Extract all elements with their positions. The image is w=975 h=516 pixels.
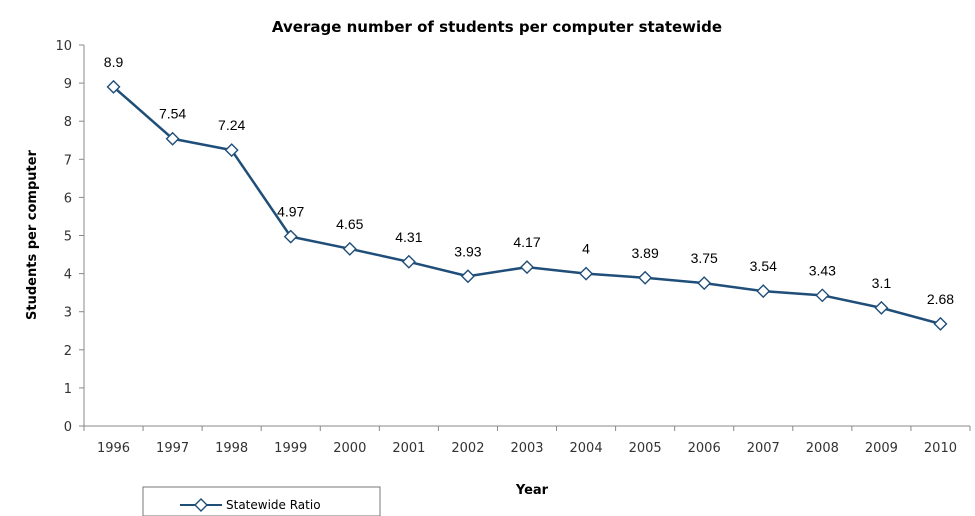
x-ticks: 1996 1997 1998 1999 2000 2001 2002 2003 2004 2005… — [83, 426, 971, 456]
y-tick-label: 9 — [64, 77, 72, 92]
y-tick-label: 7 — [64, 153, 72, 168]
data-label: 4.97 — [277, 204, 304, 220]
data-point — [460, 269, 475, 284]
y-tick-label: 2 — [64, 344, 72, 359]
data-point — [106, 79, 121, 94]
x-tick-label: 2008 — [806, 441, 839, 456]
data-label: 3.43 — [809, 262, 836, 278]
y-tick-label: 3 — [64, 306, 72, 321]
data-label: 7.54 — [159, 106, 186, 122]
data-label: 3.75 — [691, 250, 718, 266]
x-tick-label: 1999 — [274, 441, 307, 456]
y-tick-label: 1 — [64, 382, 72, 397]
x-tick-label: 2007 — [747, 441, 780, 456]
y-tick-label: 10 — [55, 39, 72, 54]
data-point — [579, 266, 594, 281]
x-tick-label: 2000 — [333, 441, 366, 456]
y-ticks: 0 1 2 3 4 5 6 7 8 9 10 — [55, 39, 84, 435]
data-point — [815, 288, 830, 303]
data-label: 8.9 — [104, 54, 124, 70]
data-point — [933, 316, 948, 331]
x-tick-label: 1996 — [97, 441, 130, 456]
data-label: 4.65 — [336, 216, 363, 232]
x-tick-label: 2003 — [510, 441, 543, 456]
data-label: 3.54 — [750, 258, 777, 274]
x-tick-label: 1998 — [215, 441, 248, 456]
data-point — [342, 241, 357, 256]
data-point — [283, 229, 298, 244]
series-statewide-ratio — [106, 79, 948, 331]
data-label: 4.31 — [395, 229, 422, 245]
data-point — [638, 270, 653, 285]
data-label: 2.68 — [927, 291, 954, 307]
y-axis-title: Students per computer — [25, 149, 40, 320]
x-axis-title: Year — [515, 483, 549, 498]
x-tick-label: 2004 — [570, 441, 603, 456]
data-labels: 8.9 7.54 7.24 4.97 4.65 4.31 3.93 4.17 4 3.89 3.75… — [104, 54, 955, 307]
legend-marker-icon — [194, 498, 208, 512]
legend-label: Statewide Ratio — [226, 498, 321, 512]
x-tick-label: 2005 — [629, 441, 662, 456]
y-tick-label: 6 — [64, 191, 72, 206]
x-tick-label: 2006 — [688, 441, 721, 456]
x-tick-label: 2009 — [865, 441, 898, 456]
data-point — [165, 131, 180, 146]
data-point — [224, 143, 239, 158]
data-label: 3.89 — [632, 245, 659, 261]
legend: Statewide Ratio — [142, 486, 381, 516]
legend-box — [142, 486, 381, 516]
y-tick-label: 4 — [64, 268, 72, 283]
data-point — [756, 284, 771, 299]
data-point — [520, 260, 534, 275]
data-label: 3.1 — [872, 275, 892, 291]
data-label: 4 — [582, 241, 590, 257]
x-tick-label: 2001 — [392, 441, 425, 456]
x-tick-label: 2002 — [451, 441, 484, 456]
y-tick-label: 0 — [64, 420, 72, 435]
data-label: 4.17 — [513, 234, 540, 250]
y-tick-label: 8 — [64, 115, 72, 130]
data-point — [874, 300, 889, 315]
x-tick-label: 1997 — [156, 441, 189, 456]
data-label: 7.24 — [218, 117, 245, 133]
chart-title: Average number of students per computer … — [272, 18, 722, 36]
data-point — [697, 276, 712, 291]
y-tick-label: 5 — [64, 230, 72, 245]
x-tick-label: 2010 — [924, 441, 957, 456]
data-point — [401, 254, 416, 269]
data-label: 3.93 — [454, 243, 481, 259]
